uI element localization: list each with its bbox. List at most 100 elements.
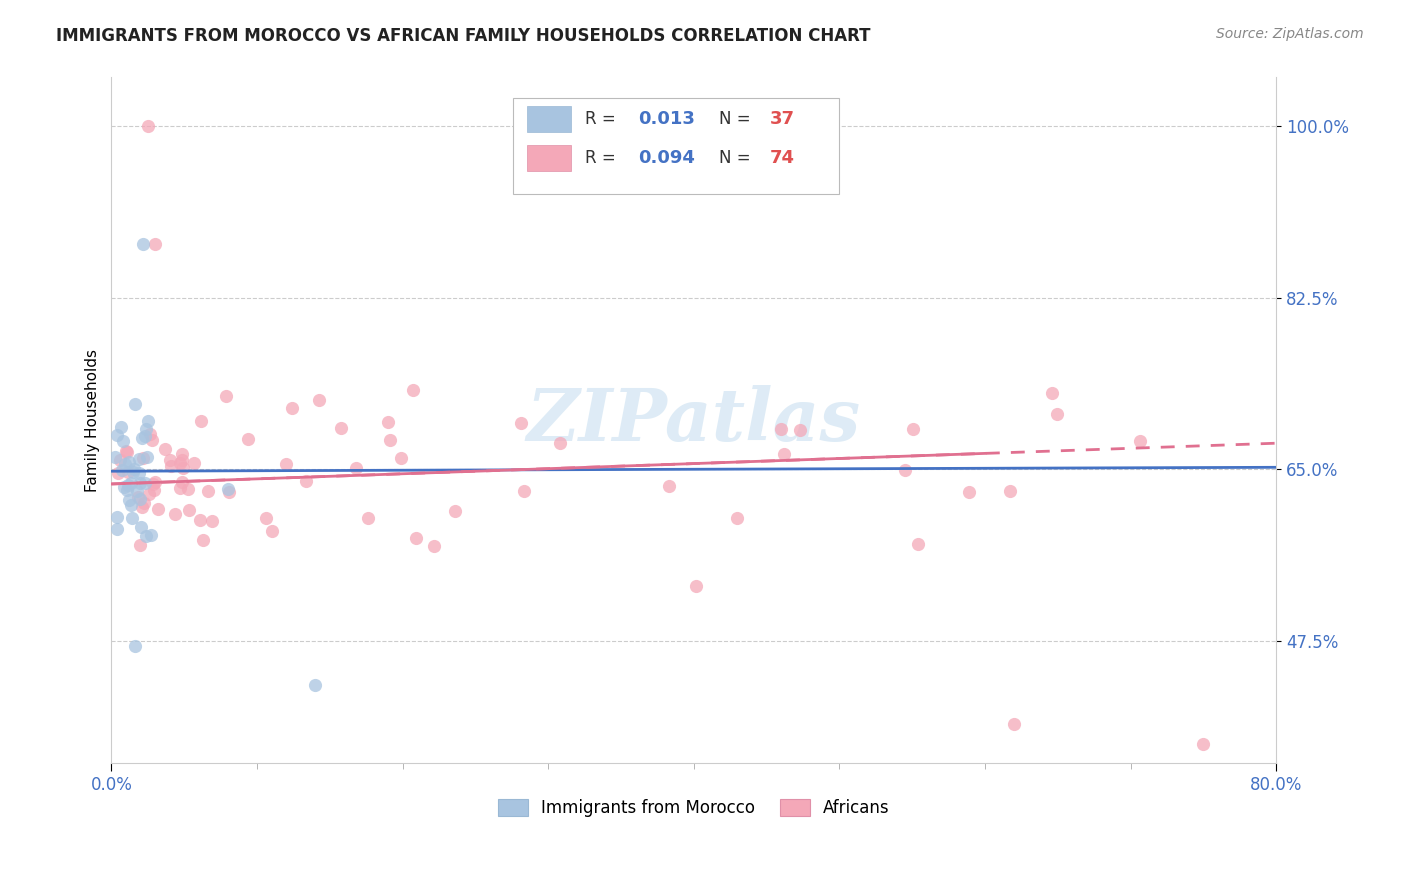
Point <box>512 483 534 498</box>
Point <box>510 416 533 430</box>
Point <box>132 237 155 252</box>
Point <box>134 428 156 442</box>
Point <box>215 389 238 403</box>
Point <box>907 537 929 551</box>
Point <box>108 453 131 467</box>
Point <box>160 458 183 473</box>
Point <box>170 475 193 489</box>
Point <box>135 422 157 436</box>
Point <box>1002 717 1025 731</box>
Point <box>169 456 191 470</box>
Point <box>138 487 160 501</box>
Point <box>105 509 128 524</box>
Y-axis label: Family Households: Family Households <box>86 349 100 491</box>
Point <box>236 432 259 446</box>
Text: R =: R = <box>585 111 621 128</box>
Point <box>169 481 191 495</box>
Point <box>110 420 132 434</box>
Point <box>402 383 425 397</box>
Point <box>548 435 571 450</box>
Text: N =: N = <box>720 149 756 167</box>
Text: ZIPatlas: ZIPatlas <box>527 384 860 456</box>
Point <box>141 527 163 541</box>
Point <box>177 483 200 497</box>
Point <box>380 433 402 447</box>
Point <box>148 501 170 516</box>
Text: 0.013: 0.013 <box>638 111 695 128</box>
Legend: Immigrants from Morocco, Africans: Immigrants from Morocco, Africans <box>491 792 897 823</box>
Point <box>789 423 811 437</box>
Point <box>998 483 1021 498</box>
Point <box>143 237 166 252</box>
Point <box>125 483 148 498</box>
Point <box>115 443 138 458</box>
Point <box>115 445 138 459</box>
Point <box>143 475 166 489</box>
Point <box>254 510 277 524</box>
Point <box>304 678 326 692</box>
Point <box>405 531 427 545</box>
Point <box>218 485 240 500</box>
Point <box>193 533 215 548</box>
Text: Source: ZipAtlas.com: Source: ZipAtlas.com <box>1216 27 1364 41</box>
Point <box>128 466 150 480</box>
Point <box>129 520 152 534</box>
Point <box>120 498 142 512</box>
Point <box>769 422 792 436</box>
Point <box>136 120 159 134</box>
Point <box>444 503 467 517</box>
Point <box>274 457 297 471</box>
Point <box>172 460 194 475</box>
Point <box>197 484 219 499</box>
Point <box>344 461 367 475</box>
Point <box>134 496 156 510</box>
Point <box>121 511 143 525</box>
Point <box>217 482 239 496</box>
Point <box>170 453 193 467</box>
Point <box>201 515 224 529</box>
Point <box>190 513 212 527</box>
Point <box>170 447 193 461</box>
Point <box>118 492 141 507</box>
Point <box>153 442 176 456</box>
Point <box>190 414 212 428</box>
Point <box>118 455 141 469</box>
Point <box>183 456 205 470</box>
Point <box>903 422 925 436</box>
Point <box>893 462 915 476</box>
Point <box>772 447 794 461</box>
Text: R =: R = <box>585 149 621 167</box>
Point <box>120 476 142 491</box>
Text: IMMIGRANTS FROM MOROCCO VS AFRICAN FAMILY HOUSEHOLDS CORRELATION CHART: IMMIGRANTS FROM MOROCCO VS AFRICAN FAMIL… <box>56 27 870 45</box>
Point <box>281 401 304 415</box>
Point <box>136 414 159 428</box>
Point <box>163 508 186 522</box>
Point <box>725 511 748 525</box>
Point <box>134 475 156 490</box>
Point <box>105 522 128 536</box>
Point <box>115 483 138 497</box>
Point <box>117 466 139 480</box>
Point <box>389 451 412 466</box>
Point <box>124 639 146 653</box>
Point <box>143 483 166 497</box>
Point <box>957 484 980 499</box>
Point <box>139 427 162 442</box>
Point <box>308 392 330 407</box>
Point <box>1129 434 1152 448</box>
Point <box>329 421 352 435</box>
Point <box>129 476 152 491</box>
Point <box>132 450 155 465</box>
Bar <box>513 98 839 194</box>
Point <box>104 450 127 465</box>
Point <box>131 431 153 445</box>
Point <box>136 450 159 464</box>
Bar <box>527 106 571 132</box>
Point <box>422 539 444 553</box>
Point <box>127 490 149 504</box>
Point <box>1046 407 1069 421</box>
Point <box>128 537 150 551</box>
Point <box>141 434 163 448</box>
Point <box>685 579 707 593</box>
Point <box>121 466 143 480</box>
